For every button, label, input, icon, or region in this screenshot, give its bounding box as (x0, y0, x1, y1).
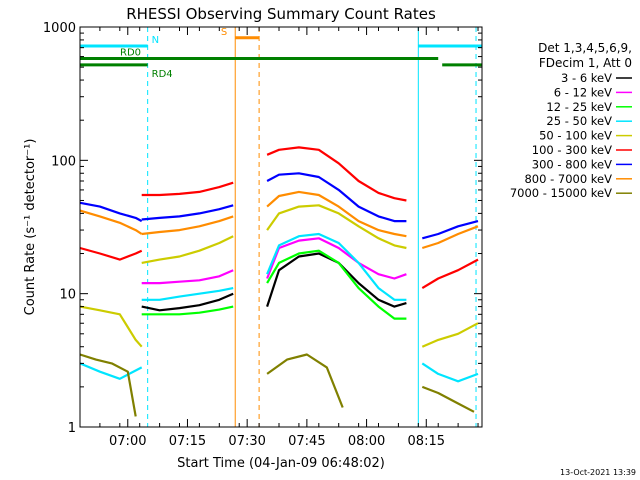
legend-label-7: 800 - 7000 keV (524, 172, 612, 186)
series-7-line-3 (421, 225, 479, 250)
series-8-line-1 (266, 353, 344, 408)
series-6-line-2 (266, 172, 407, 223)
x-tick-label-2: 07:30 (228, 434, 265, 449)
legend-header-0: Det 1,3,4,5,6,9, (538, 41, 632, 55)
series-3-line-1 (141, 287, 234, 301)
x-tick-label-0: 07:00 (109, 434, 146, 449)
x-axis-label: Start Time (04-Jan-09 06:48:02) (177, 456, 385, 471)
series-0-line-0 (141, 292, 234, 312)
plot-frame (79, 26, 483, 428)
series-2-line-1 (266, 249, 407, 320)
series-5-line-3 (421, 258, 479, 290)
series-4-line-3 (421, 322, 479, 348)
legend-label-3: 25 - 50 keV (546, 114, 612, 128)
flag-label-0: N (152, 35, 159, 46)
series-7-line-0 (79, 209, 143, 235)
series-4-line-2 (266, 204, 407, 250)
legend-header-1: FDecim 1, Att 0 (539, 56, 632, 70)
series-3-line-0 (79, 362, 143, 380)
series-5-line-1 (141, 181, 234, 197)
series-4-line-1 (141, 235, 234, 264)
flag-label-2: RD0 (120, 48, 141, 59)
x-tick-label-5: 08:15 (408, 434, 445, 449)
series-7-line-2 (266, 190, 407, 238)
series-2-line-0 (141, 305, 234, 316)
legend-label-2: 12 - 25 keV (546, 100, 612, 114)
series-7-line-1 (141, 215, 234, 236)
series-6-line-0 (79, 201, 143, 223)
x-axis: 07:00 07:15 07:30 07:45 08:00 08:15 (79, 27, 479, 449)
series-1-line-0 (141, 269, 234, 285)
series-4-line-0 (79, 305, 143, 348)
flag-label-3: RD4 (152, 69, 173, 80)
flags-layer: N S RD0 RD4 (80, 27, 482, 80)
y-axis-label: Count Rate (s⁻¹ detector⁻¹) (23, 139, 38, 316)
series-6-line-1 (141, 204, 234, 221)
x-tick-label-1: 07:15 (169, 434, 206, 449)
legend-label-5: 100 - 300 keV (532, 143, 612, 157)
timestamp: 13-Oct-2021 13:39 (560, 468, 636, 477)
y-tick-label-0: 1 (68, 421, 76, 436)
legend-label-4: 50 - 100 keV (539, 129, 612, 143)
series-5-line-0 (79, 246, 143, 261)
series-8-line-0 (79, 353, 137, 417)
x-tick-label-4: 08:00 (348, 434, 385, 449)
series-1-line-1 (266, 237, 407, 280)
plot-area (79, 27, 479, 427)
y-tick-label-2: 100 (51, 154, 76, 169)
flag-label-1: S (221, 27, 227, 38)
series-3-line-3 (421, 362, 479, 383)
chart-title: RHESSI Observing Summary Count Rates (126, 5, 436, 23)
y-tick-label-1: 10 (59, 288, 76, 303)
legend: Det 1,3,4,5,6,9,FDecim 1, Att 03 - 6 keV… (510, 41, 632, 200)
series-6-line-3 (422, 220, 479, 240)
series-3-line-2 (266, 232, 407, 301)
y-tick-label-3: 1000 (43, 21, 76, 36)
legend-label-6: 300 - 800 keV (532, 157, 612, 171)
legend-label-0: 3 - 6 keV (561, 71, 612, 85)
series-8-line-2 (421, 385, 475, 413)
x-tick-label-3: 07:45 (288, 434, 325, 449)
legend-label-8: 7000 - 15000 keV (510, 186, 612, 200)
y-axis: 1 10 100 1000 (43, 21, 482, 436)
series-5-line-2 (266, 146, 407, 202)
legend-label-1: 6 - 12 keV (554, 85, 612, 99)
